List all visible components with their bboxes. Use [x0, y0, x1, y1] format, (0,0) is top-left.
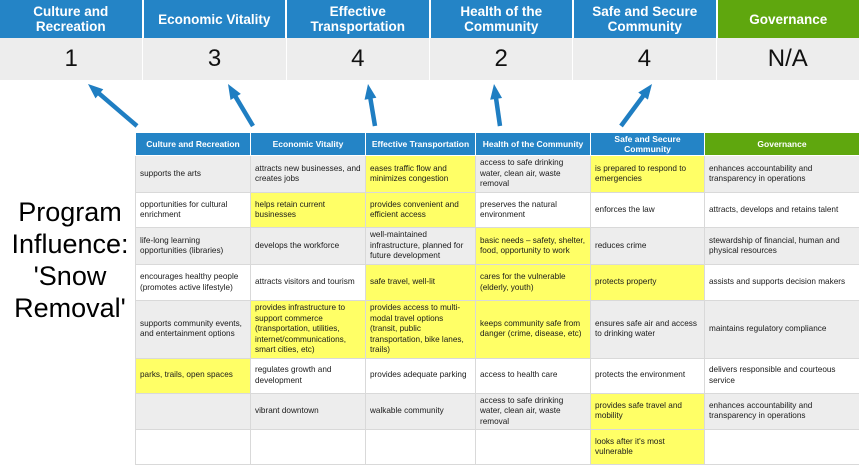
matrix-cell-r3-c5: assists and supports decision makers: [704, 264, 859, 301]
matrix-cell-r4-c2: provides access to multi-modal travel op…: [365, 300, 476, 359]
matrix-cell-r0-c5: enhances accountability and transparency…: [704, 155, 859, 193]
scorecard-header-cell-0: Culture and Recreation: [0, 0, 144, 38]
program-influence-matrix: Culture and Recreation Economic Vitality E…: [135, 132, 859, 465]
arrow-shaft-0: [95, 90, 139, 128]
arrow-head-4: [638, 84, 652, 100]
table-row: parks, trails, open spaces regulates grow…: [135, 357, 859, 394]
scorecard-header-cell-4: Safe and Secure Community: [574, 0, 718, 38]
caption-line-2: Influence:: [11, 229, 129, 259]
matrix-cell-r6-c3: access to safe drinking water, clean air…: [475, 392, 591, 430]
matrix-cell-r0-c3: access to safe drinking water, clean air…: [475, 155, 591, 193]
scorecard-value-cell-0: 1: [0, 38, 144, 80]
arrow-shaft-3: [493, 95, 503, 127]
caption-line-3: 'Snow: [33, 261, 107, 291]
scorecard-value-cell-4: 4: [573, 38, 717, 80]
matrix-cell-r5-c2: provides adequate parking: [365, 357, 476, 394]
matrix-cell-r6-c2: walkable community: [365, 392, 476, 430]
matrix-header-1: Economic Vitality: [250, 132, 366, 156]
arrow-head-1: [228, 84, 241, 100]
scorecard-value-cell-3: 2: [430, 38, 574, 80]
scorecard-header-row: Culture and Recreation Economic Vitality E…: [0, 0, 859, 38]
matrix-cell-r0-c2: eases traffic flow and minimizes congest…: [365, 155, 476, 193]
matrix-header-2: Effective Transportation: [365, 132, 476, 156]
matrix-header-5: Governance: [704, 132, 859, 156]
matrix-cell-r3-c3: cares for the vulnerable (elderly, youth…: [475, 264, 591, 301]
matrix-cell-r2-c0: life-long learning opportunities (librar…: [135, 227, 251, 265]
matrix-cell-r1-c0: opportunities for cultural enrichment: [135, 192, 251, 228]
matrix-header-row: Culture and Recreation Economic Vitality E…: [135, 132, 859, 156]
matrix-cell-r7-c3: [475, 429, 591, 465]
matrix-cell-r4-c4: ensures safe air and access to drinking …: [590, 300, 705, 359]
scorecard-header-cell-3: Health of the Community: [430, 0, 574, 38]
arrow-head-2: [364, 84, 377, 100]
scorecard-value-cell-2: 4: [287, 38, 430, 80]
matrix-cell-r6-c0: [135, 392, 251, 430]
table-row: life-long learning opportunities (librar…: [135, 227, 859, 265]
matrix-cell-r3-c1: attracts visitors and tourism: [250, 264, 366, 301]
matrix-cell-r1-c2: provides convenient and efficient access: [365, 192, 476, 228]
matrix-cell-r2-c1: develops the workforce: [250, 227, 366, 265]
matrix-cell-r2-c2: well-maintained infrastructure, planned …: [365, 227, 476, 265]
table-row: vibrant downtown walkable community access…: [135, 392, 859, 430]
arrow-shaft-1: [232, 93, 255, 128]
matrix-cell-r3-c4: protects property: [590, 264, 705, 301]
table-row: looks after it's most vulnerable: [135, 429, 859, 465]
matrix-cell-r3-c0: encourages healthy people (promotes acti…: [135, 264, 251, 301]
matrix-cell-r6-c1: vibrant downtown: [250, 392, 366, 430]
matrix-cell-r7-c1: [250, 429, 366, 465]
scorecard-value-cell-5: N/A: [767, 45, 808, 72]
matrix-header-0: Culture and Recreation: [135, 132, 251, 156]
matrix-cell-r2-c4: reduces crime: [590, 227, 705, 265]
matrix-cell-r7-c4: looks after it's most vulnerable: [590, 429, 705, 465]
arrow-shaft-4: [619, 92, 647, 128]
matrix-cell-r6-c4: provides safe travel and mobility: [590, 392, 705, 430]
matrix-cell-r1-c1: helps retain current businesses: [250, 192, 366, 228]
matrix-cell-r4-c0: supports community events, and entertain…: [135, 300, 251, 359]
matrix-cell-r1-c5: attracts, develops and retains talent: [704, 192, 859, 228]
scorecard-value-cell-1: 3: [143, 38, 287, 80]
matrix-cell-r7-c2: [365, 429, 476, 465]
matrix-cell-r0-c1: attracts new businesses, and creates job…: [250, 155, 366, 193]
scorecard-value-row: 1 3 4 2 4 N/A: [0, 38, 859, 80]
program-influence-caption: Program Influence: 'Snow Removal': [6, 196, 134, 324]
matrix-cell-r7-c5: [704, 429, 859, 465]
matrix-header-4: Safe and Secure Community: [590, 132, 705, 156]
scorecard-header-cell-2: Effective Transportation: [287, 0, 431, 38]
matrix-cell-r5-c3: access to health care: [475, 357, 591, 394]
arrow-head-0: [88, 84, 104, 99]
matrix-body: supports the arts attracts new businesses…: [135, 155, 859, 465]
matrix-cell-r6-c5: enhances accountability and transparency…: [704, 392, 859, 430]
matrix-cell-r5-c5: delivers responsible and courteous servi…: [704, 357, 859, 394]
matrix-header-3: Health of the Community: [475, 132, 591, 156]
matrix-cell-r4-c5: maintains regulatory compliance: [704, 300, 859, 359]
table-row: supports the arts attracts new businesses…: [135, 155, 859, 193]
matrix-cell-r4-c3: keeps community safe from danger (crime,…: [475, 300, 591, 359]
matrix-cell-r1-c4: enforces the law: [590, 192, 705, 228]
matrix-cell-r3-c2: safe travel, well-lit: [365, 264, 476, 301]
caption-line-1: Program: [18, 197, 122, 227]
table-row: encourages healthy people (promotes acti…: [135, 264, 859, 301]
arrow-head-3: [490, 84, 503, 100]
scorecard-header-cell-5: Governance: [717, 0, 859, 38]
arrow-shaft-2: [367, 95, 378, 127]
matrix-cell-r0-c4: is prepared to respond to emergencies: [590, 155, 705, 193]
matrix-cell-r1-c3: preserves the natural environment: [475, 192, 591, 228]
table-row: supports community events, and entertain…: [135, 300, 859, 359]
matrix-cell-r2-c5: stewardship of financial, human and phys…: [704, 227, 859, 265]
table-row: opportunities for cultural enrichment hel…: [135, 192, 859, 228]
matrix-cell-r5-c0: parks, trails, open spaces: [135, 357, 251, 394]
strategic-priorities-scorecard: Culture and Recreation Economic Vitality E…: [0, 0, 859, 80]
matrix-cell-r2-c3: basic needs – safety, shelter, food, opp…: [475, 227, 591, 265]
matrix-cell-r0-c0: supports the arts: [135, 155, 251, 193]
caption-line-4: Removal': [14, 293, 126, 323]
matrix-cell-r5-c1: regulates growth and development: [250, 357, 366, 394]
scorecard-header-cell-1: Economic Vitality: [143, 0, 287, 38]
matrix-cell-r7-c0: [135, 429, 251, 465]
matrix-cell-r4-c1: provides infrastructure to support comme…: [250, 300, 366, 359]
matrix-cell-r5-c4: protects the environment: [590, 357, 705, 394]
arrow-connector-layer: [0, 78, 859, 134]
